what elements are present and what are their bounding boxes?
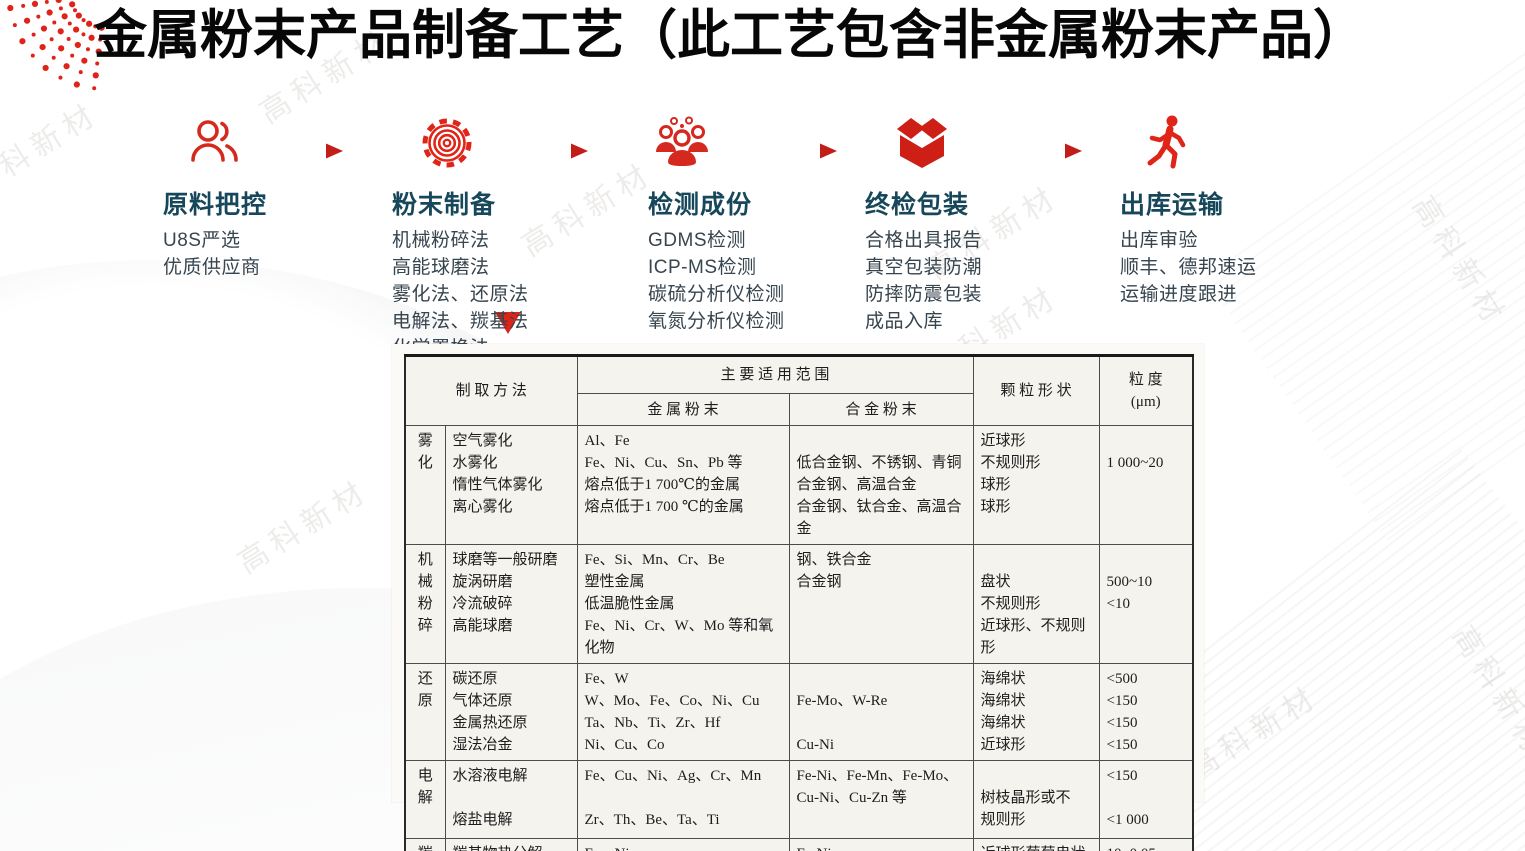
table-row-carbonyl: 羰基 羰基物热分解 Fe、Ni Fe-Ni 近球形葡萄串状 10~0.05 [404,838,1194,851]
page-title: 金属粉末产品制备工艺（此工艺包含非金属粉末产品） [94,7,1366,65]
people-group-icon [656,116,708,166]
table-row-reduction: 还原 碳还原 气体还原 金属热还原 湿法冶金 Fe、W W、Mo、Fe、Co、Ni、Cu… [404,663,1194,761]
step-title: 原料把控 [163,191,268,219]
gear-icon [422,118,472,168]
shape-cell: 近球形 不规则形 球形 球形 [972,425,1100,545]
step-title: 出库运输 [1120,191,1225,219]
alloy-cell: 低合金钢、不锈钢、青铜 合金钢、高温合金 合金钢、钛合金、高温合金 [788,425,974,545]
col-header-metal-powder: 金 属 粉 末 [576,393,790,426]
size-cell: 500~10 <10 [1098,544,1194,664]
flow-step-final-inspection-packaging: 终检包装 合格出具报告 真空包装防潮 防摔防震包装 成品入库 [865,114,982,335]
step-items: 合格出具报告 真空包装防潮 防摔防震包装 成品入库 [865,230,983,332]
red-dots-ornament [7,0,105,91]
group-name: 还原 [404,663,446,761]
size-cell: 1 000~20 [1098,425,1194,545]
table-row-electrolysis: 电解 水溶液电解 熔盐电解 Fe、Cu、Ni、Ag、Cr、Mn Zr、Th、Be… [404,760,1194,839]
shape-cell: 树枝晶形或不 规则形 [972,760,1100,839]
group-name: 雾化 [404,425,446,545]
col-header-scope: 主 要 适 用 范 围 [576,355,974,394]
arrow-icon [266,143,343,159]
metal-cell: Fe、W W、Mo、Fe、Co、Ni、Cu Ta、Nb、Ti、Zr、Hf Ni、Cu、… [576,663,790,761]
col-header-size: 粒 度 (μm) [1098,355,1194,426]
methods-cell: 羰基物热分解 [444,838,578,851]
alloy-cell: Fe-Ni、Fe-Mn、Fe-Mo、 Cu-Ni、Cu-Zn 等 [788,760,974,839]
shape-cell: 近球形葡萄串状 [972,838,1100,851]
methods-cell: 水溶液电解 熔盐电解 [444,760,578,839]
step-items: U8S严选 优质供应商 [163,230,261,278]
methods-cell: 空气雾化 水雾化 惰性气体雾化 离心雾化 [444,425,578,545]
col-header-alloy-powder: 合 金 粉 末 [788,393,974,426]
flow-step-outbound-shipping: 出库运输 出库审验 顺丰、德邦速运 运输进度跟进 [1120,114,1257,308]
alloy-cell: Fe-Mo、W-Re Cu-Ni [788,663,974,761]
watermark: 高科新材 [516,156,660,264]
open-box-icon [897,118,947,168]
shape-cell: 海绵状 海绵状 海绵状 近球形 [972,663,1100,761]
flow-step-raw-material: 原料把控 U8S严选 优质供应商 [163,114,267,281]
group-name: 电解 [404,760,446,839]
alloy-cell: 钢、铁合金 合金钢 [788,544,974,664]
step-title: 终检包装 [865,191,970,219]
methods-cell: 碳还原 气体还原 金属热还原 湿法冶金 [444,663,578,761]
group-name: 羰基 [404,838,446,851]
size-cell: 10~0.05 [1098,838,1194,851]
group-name: 机械 粉碎 [404,544,446,664]
watermark: 高科新材 [232,473,376,581]
size-cell: <150 <1 000 [1098,760,1194,839]
walking-person-icon [1147,115,1186,169]
powder-methods-table: 制 取 方 法 主 要 适 用 范 围 颗 粒 形 状 粒 度 (μm) 金 属 … [404,354,1195,851]
col-header-method: 制 取 方 法 [404,355,578,426]
step-title: 粉末制备 [392,191,497,219]
size-cell: <500 <150 <150 <150 [1098,663,1194,761]
flow-step-composition-testing: 检测成份 GDMS检测 ICP-MS检测 碳硫分析仪检测 氧氮分析仪检测 [648,114,785,335]
step-items: GDMS检测 ICP-MS检测 碳硫分析仪检测 氧氮分析仪检测 [648,230,785,332]
col-header-shape: 颗 粒 形 状 [972,355,1100,426]
metal-cell: Fe、Si、Mn、Cr、Be 塑性金属 低温脆性金属 Fe、Ni、Cr、W、Mo 等和… [576,544,790,664]
metal-cell: Fe、Cu、Ni、Ag、Cr、Mn Zr、Th、Be、Ta、Ti [576,760,790,839]
methods-cell: 球磨等一般研磨 旋涡研磨 冷流破碎 高能球磨 [444,544,578,664]
table-row-atomization: 雾化 空气雾化 水雾化 惰性气体雾化 离心雾化 Al、Fe Fe、Ni、Cu、Sn、Pb… [404,425,1194,545]
table-scan-panel: 制 取 方 法 主 要 适 用 范 围 颗 粒 形 状 粒 度 (μm) 金 属 … [392,344,1204,851]
people-pair-icon [191,120,238,162]
metal-cell: Fe、Ni [576,838,790,851]
step-items: 出库审验 顺丰、德邦速运 运输进度跟进 [1120,230,1257,305]
table-row-mechanical-crushing: 机械 粉碎 球磨等一般研磨 旋涡研磨 冷流破碎 高能球磨 Fe、Si、Mn、Cr、Be 塑… [404,544,1194,664]
shape-cell: 盘状 不规则形 近球形、不规则形 [972,544,1100,664]
alloy-cell: Fe-Ni [788,838,974,851]
arrow-icon [1006,143,1082,159]
metal-cell: Al、Fe Fe、Ni、Cu、Sn、Pb 等熔点低于1 700℃的金属 熔点低于1 … [576,425,790,545]
step-title: 检测成份 [648,191,753,219]
